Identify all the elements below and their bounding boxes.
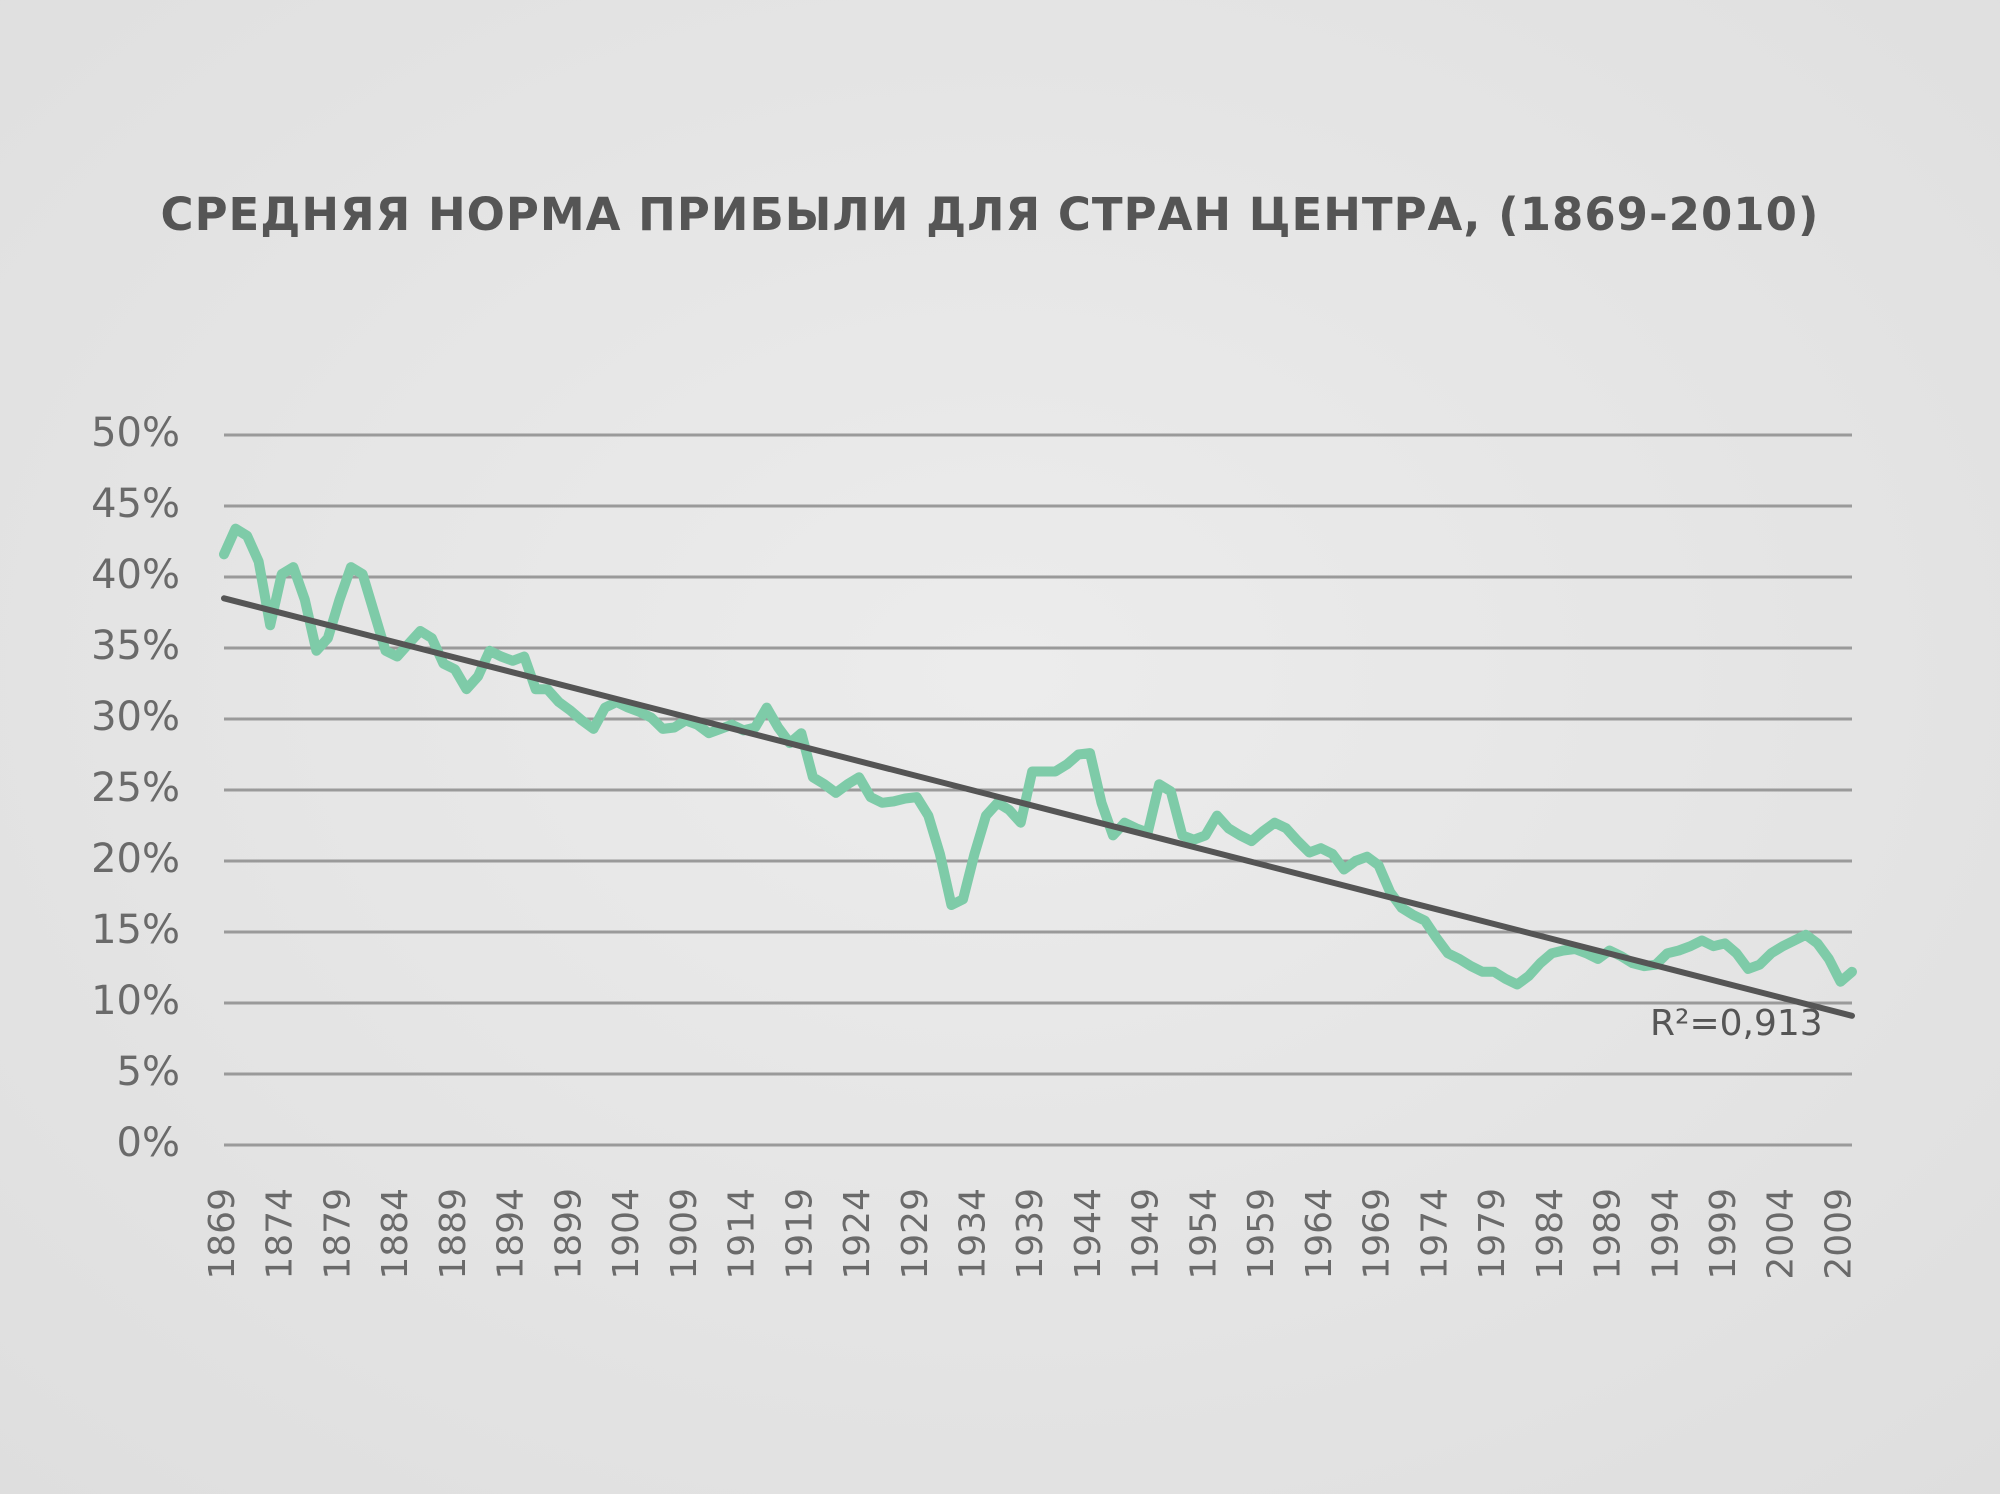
y-tick-label: 20% (91, 836, 180, 882)
x-tick-label: 1959 (1241, 1188, 1282, 1280)
y-tick-label: 50% (91, 410, 180, 456)
x-tick-label: 1979 (1472, 1188, 1513, 1280)
y-tick-label: 15% (91, 907, 180, 953)
y-tick-label: 25% (91, 765, 180, 811)
annotation: R²=0,913 (1650, 1003, 1823, 1044)
x-tick-label: 1969 (1357, 1188, 1398, 1280)
y-tick-label: 0% (117, 1120, 180, 1166)
x-tick-label: 1939 (1010, 1188, 1051, 1280)
y-tick-label: 10% (91, 978, 180, 1024)
chart-title: СРЕДНЯЯ НОРМА ПРИБЫЛИ ДЛЯ СТРАН ЦЕНТРА, … (161, 188, 1820, 241)
x-tick-label: 1884 (375, 1188, 416, 1280)
y-tick-label: 35% (91, 623, 180, 669)
x-tick-label: 1904 (606, 1188, 647, 1280)
x-tick-label: 1929 (895, 1188, 936, 1280)
x-tick-label: 1989 (1588, 1188, 1629, 1280)
x-tick-label: 1914 (722, 1188, 763, 1280)
x-tick-label: 1994 (1645, 1188, 1686, 1280)
x-tick-label: 1894 (491, 1188, 532, 1280)
x-tick-label: 1869 (202, 1188, 243, 1280)
y-tick-label: 5% (117, 1049, 180, 1095)
x-tick-label: 1974 (1414, 1188, 1455, 1280)
x-tick-label: 1954 (1183, 1188, 1224, 1280)
trend-line (221, 595, 1855, 1019)
x-tick-label: 1899 (548, 1188, 589, 1280)
grid: 0% 5% 10% 15% 20% 25% 30% 35% 40% 45% 50% 1869 1874 1… (91, 410, 1859, 1280)
x-tick-label: 1924 (837, 1188, 878, 1280)
x-tick-label: 1934 (952, 1188, 993, 1280)
y-tick-label: 40% (91, 552, 180, 598)
x-tick-label: 1889 (433, 1188, 474, 1280)
x-tick-label: 1999 (1703, 1188, 1744, 1280)
x-tick-label: 1944 (1068, 1188, 1109, 1280)
x-tick-label: 1909 (664, 1188, 705, 1280)
y-tick-label: 45% (91, 481, 180, 527)
y-tick-label: 30% (91, 694, 180, 740)
x-tick-label: 2004 (1761, 1188, 1802, 1280)
x-tick-label: 1874 (260, 1188, 301, 1280)
x-tick-label: 1879 (317, 1188, 358, 1280)
x-tick-label: 2009 (1818, 1188, 1859, 1280)
x-tick-label: 1984 (1530, 1188, 1571, 1280)
data-line (219, 523, 1857, 990)
plot (219, 523, 1857, 1019)
x-tick-label: 1919 (779, 1188, 820, 1280)
x-tick-label: 1964 (1299, 1188, 1340, 1280)
x-tick-label: 1949 (1126, 1188, 1167, 1280)
